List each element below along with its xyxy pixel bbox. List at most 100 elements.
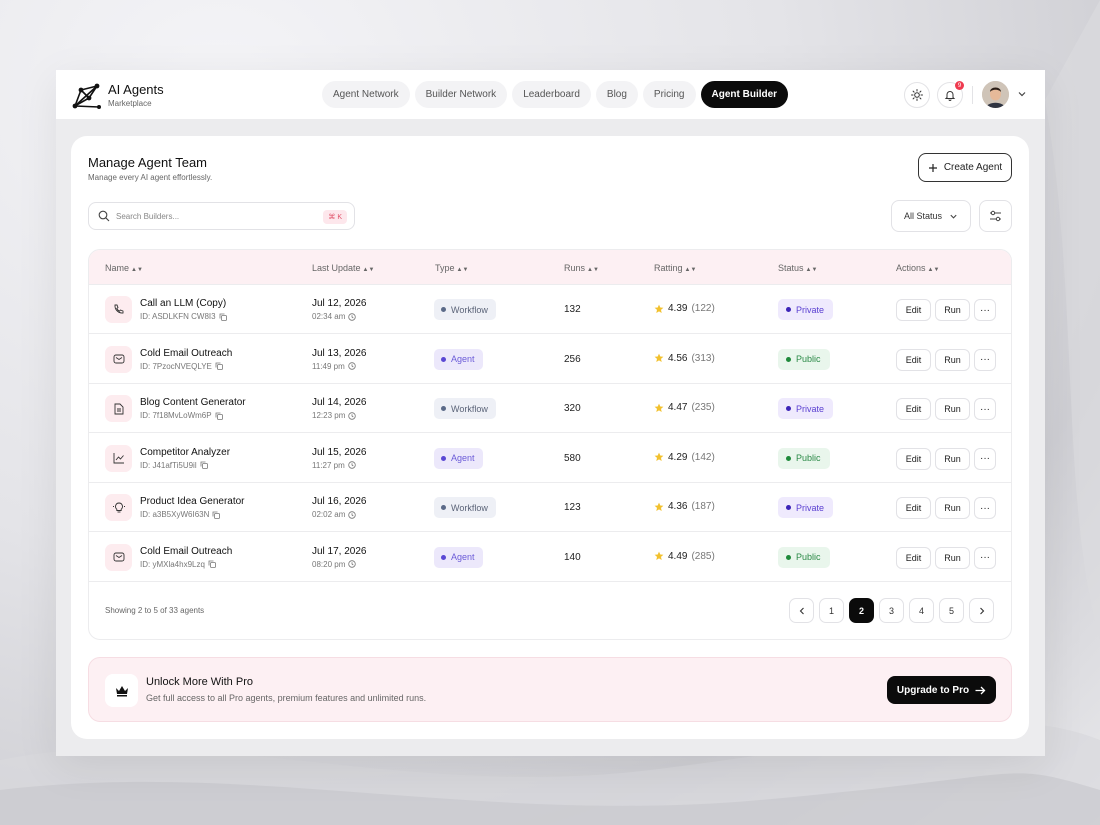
status-badge: Private — [778, 497, 834, 518]
agent-icon-box — [105, 296, 132, 323]
phone-icon — [114, 304, 123, 313]
status-badge: Private — [778, 398, 834, 419]
type-dot — [441, 307, 446, 312]
copy-icon[interactable] — [200, 461, 208, 469]
type-label: Agent — [451, 453, 475, 463]
column-header-rating[interactable]: Ratting ▲▼ — [654, 263, 697, 273]
run-button[interactable]: Run — [935, 398, 970, 420]
rating-value: 4.29 — [668, 451, 688, 463]
rating-count: (313) — [691, 352, 715, 364]
more-options-button[interactable]: ··· — [974, 299, 996, 321]
run-button[interactable]: Run — [935, 348, 970, 371]
more-options-button[interactable]: ··· — [974, 497, 996, 519]
nav-agent-network[interactable]: Agent Network — [322, 81, 410, 108]
page-button-3[interactable]: 3 — [879, 598, 904, 623]
table-row: Product Idea Generator ID: a3B5XyW6I63N Ju… — [89, 483, 1011, 532]
copy-icon[interactable] — [215, 412, 223, 420]
next-page-button[interactable] — [969, 598, 994, 623]
run-button[interactable]: Run — [935, 546, 970, 569]
edit-button[interactable]: Edit — [896, 497, 931, 519]
page-button-4[interactable]: 4 — [909, 598, 934, 623]
copy-icon[interactable] — [219, 313, 227, 321]
main-nav: Agent Network Builder Network Leaderboar… — [322, 81, 789, 108]
rating-count: (187) — [691, 501, 715, 512]
agent-name[interactable]: Competitor Analyzer — [140, 446, 231, 458]
run-button[interactable]: Run — [935, 299, 970, 321]
nav-agent-builder[interactable]: Agent Builder — [700, 81, 789, 108]
nav-leaderboard[interactable]: Leaderboard — [512, 81, 591, 108]
status-label: Private — [796, 403, 825, 414]
theme-toggle-button[interactable] — [904, 82, 930, 108]
chevron-left-icon — [799, 607, 804, 614]
star-icon — [654, 304, 664, 313]
search-input[interactable]: Search Builders... ⌘ K — [88, 202, 355, 230]
page-button-5[interactable]: 5 — [939, 598, 964, 623]
column-header-type[interactable]: Type ▲▼ — [435, 263, 469, 273]
chevron-down-icon[interactable] — [1017, 89, 1027, 99]
notifications-button[interactable]: 9 — [937, 81, 964, 108]
run-button[interactable]: Run — [935, 497, 970, 519]
last-update-date: Jul 15, 2026 — [312, 446, 367, 458]
plus-icon — [928, 163, 937, 172]
upgrade-label: Upgrade to Pro — [896, 684, 970, 696]
create-agent-button[interactable]: Create Agent — [918, 153, 1012, 182]
type-label: Workflow — [451, 403, 488, 414]
prev-page-button[interactable] — [789, 598, 814, 623]
status-badge: Public — [778, 348, 830, 370]
edit-button[interactable]: Edit — [896, 299, 931, 321]
pagination: 1 2 3 4 5 — [789, 598, 994, 623]
pro-icon-box — [105, 674, 138, 707]
copy-icon[interactable] — [208, 560, 216, 568]
column-header-runs[interactable]: Runs ▲▼ — [564, 263, 599, 273]
more-options-button[interactable]: ··· — [974, 348, 996, 371]
agent-name[interactable]: Cold Email Outreach — [140, 347, 233, 359]
runs-count: 140 — [564, 551, 581, 563]
clock-icon — [348, 362, 356, 370]
agent-icon-box — [105, 345, 132, 373]
pro-banner-subtitle: Get full access to all Pro agents, premi… — [146, 693, 427, 703]
upgrade-to-pro-button[interactable]: Upgrade to Pro — [887, 676, 996, 704]
table-row: Cold Email Outreach ID: 7PzocNVEQLYE Jul 1… — [89, 335, 1011, 384]
edit-button[interactable]: Edit — [896, 398, 931, 420]
copy-icon[interactable] — [212, 511, 221, 519]
column-header-name[interactable]: Name ▲▼ — [105, 263, 143, 273]
status-filter-dropdown[interactable]: All Status — [891, 200, 971, 232]
last-update-date: Jul 12, 2026 — [312, 298, 367, 309]
brand-title: AI Agents — [108, 82, 164, 97]
agent-name[interactable]: Blog Content Generator — [140, 397, 246, 408]
last-update-time-text: 12:23 pm — [312, 411, 346, 420]
page-button-2[interactable]: 2 — [849, 598, 874, 623]
edit-button[interactable]: Edit — [896, 546, 931, 569]
agent-name[interactable]: Call an LLM (Copy) — [140, 298, 227, 309]
more-options-button[interactable]: ··· — [974, 447, 996, 470]
column-header-last-update[interactable]: Last Update ▲▼ — [312, 263, 375, 273]
pagination-summary: Showing 2 to 5 of 33 agents — [105, 606, 205, 615]
agent-name[interactable]: Cold Email Outreach — [140, 545, 233, 557]
clock-icon — [348, 560, 357, 568]
agent-name[interactable]: Product Idea Generator — [140, 496, 245, 507]
nav-pricing[interactable]: Pricing — [642, 81, 696, 108]
last-update-time: 08:20 pm — [312, 560, 357, 569]
type-badge: Workflow — [434, 497, 496, 518]
runs-count: 320 — [564, 403, 581, 414]
brand-subtitle: Marketplace — [108, 99, 152, 108]
copy-icon[interactable] — [215, 362, 223, 370]
filter-settings-button[interactable] — [979, 200, 1012, 232]
nav-builder-network[interactable]: Builder Network — [414, 81, 508, 108]
rating-count: (285) — [691, 550, 715, 562]
status-label: Public — [796, 354, 821, 364]
nav-blog[interactable]: Blog — [595, 81, 638, 108]
more-options-button[interactable]: ··· — [974, 398, 996, 420]
column-header-actions: Actions ▲▼ — [896, 263, 940, 273]
more-options-button[interactable]: ··· — [974, 546, 996, 569]
agent-id-text: ID: yMXla4hx9Lzq — [140, 559, 205, 569]
edit-button[interactable]: Edit — [896, 348, 931, 371]
user-avatar[interactable] — [982, 81, 1009, 108]
run-button[interactable]: Run — [935, 447, 970, 470]
edit-button[interactable]: Edit — [896, 447, 931, 470]
network-logo-icon — [72, 83, 101, 109]
column-header-status[interactable]: Status ▲▼ — [778, 263, 818, 273]
page-subtitle: Manage every AI agent effortlessly. — [88, 173, 213, 182]
agent-id-text: ID: 7f18MvLoWm6P — [140, 411, 212, 420]
page-button-1[interactable]: 1 — [819, 598, 844, 623]
